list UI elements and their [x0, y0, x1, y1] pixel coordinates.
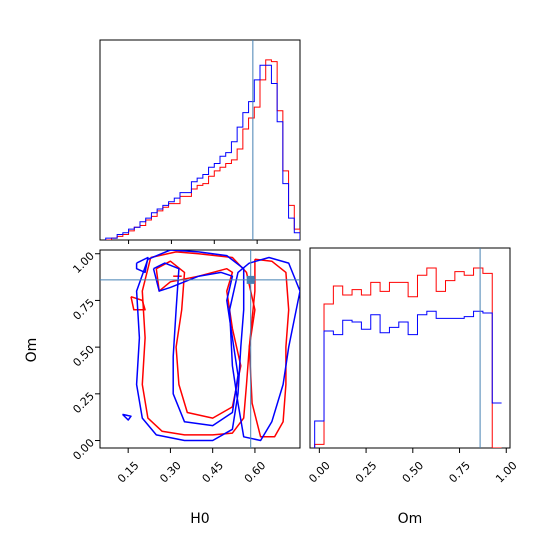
- hist-h0-series-1: [105, 64, 300, 240]
- contour-y-tick-label-4: 1.00: [70, 249, 97, 276]
- hist-om-x-tick-label-0: 0.00: [306, 459, 333, 486]
- contour-series-1-level-2: [135, 256, 149, 274]
- contour-x-tick-label-3: 0.60: [242, 459, 269, 486]
- hist-om-x-tick-label-3: 0.75: [446, 459, 473, 486]
- contour-series-1-level-1: [152, 262, 239, 427]
- hist-om-x-tick-label-2: 0.50: [400, 459, 427, 486]
- x-axis-label-om: Om: [398, 511, 423, 527]
- contour-y-tick-label-0: 0.00: [70, 436, 97, 463]
- contour-series-0-level-4: [248, 258, 290, 438]
- contour-truth-marker: [246, 275, 255, 284]
- hist-om-series-0: [314, 267, 502, 448]
- panel-contour-h0-om: H0 Om 0.15 0.30 0.45 0.60 0.00 0.25 0.50 0.75 1.…: [24, 249, 301, 527]
- contour-series-0-level-0: [141, 251, 256, 436]
- hist-om-frame: [309, 247, 511, 449]
- contour-x-tick-label-2: 0.45: [200, 459, 227, 486]
- hist-om-x-tick-label-4: 1.00: [493, 459, 520, 486]
- hist-h0-frame: [99, 39, 301, 241]
- contour-frame: [99, 249, 301, 449]
- contour-series-1-level-3: [121, 413, 132, 421]
- panel-hist-om: Om 0.00 0.25 0.50 0.75 1.00: [306, 247, 520, 527]
- contour-series-0-level-2: [130, 295, 146, 311]
- contour-y-tick-label-2: 0.50: [70, 343, 97, 370]
- contour-x-tick-label-0: 0.15: [115, 459, 142, 486]
- hist-h0-series-0: [105, 59, 300, 240]
- x-axis-label-h0: H0: [190, 511, 209, 527]
- panel-hist-h0: [99, 39, 301, 244]
- contour-x-tick-label-1: 0.30: [157, 459, 184, 486]
- hist-om-series-1: [314, 310, 502, 448]
- contour-y-tick-label-3: 0.75: [70, 296, 97, 323]
- y-axis-label-om: Om: [24, 338, 40, 363]
- contour-series-0-level-1: [155, 260, 242, 419]
- contour-y-tick-label-1: 0.25: [70, 390, 97, 417]
- contour-series-1-level-0: [135, 250, 245, 442]
- hist-om-x-tick-label-1: 0.25: [353, 459, 380, 486]
- contour-series-1-level-4: [228, 256, 300, 442]
